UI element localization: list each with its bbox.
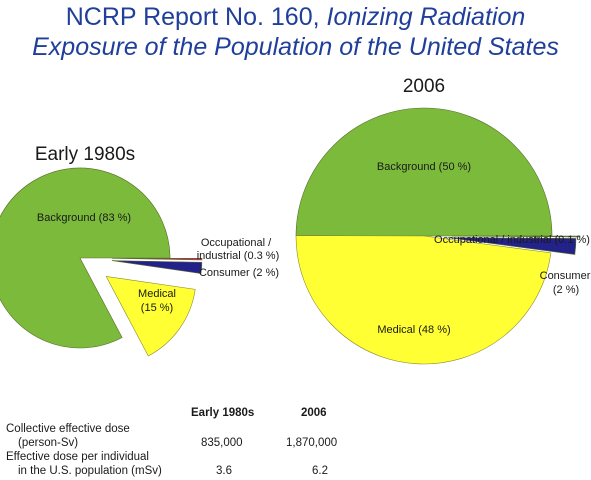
table-row2-value-2006: 6.2 — [312, 465, 328, 477]
pie1-slice-consumer — [111, 260, 203, 274]
table-row1-value-1980s: 835,000 — [201, 437, 243, 449]
pie2-slice-medical — [295, 235, 552, 365]
table-row1-value-2006: 1,870,000 — [286, 437, 338, 449]
table-row2-label-line1: Effective dose per individual — [6, 451, 149, 463]
pie-2006 — [295, 107, 581, 365]
slide-title-line2: Exposure of the Population of the United… — [32, 33, 559, 61]
pie1-medical-label-line2: (15 %) — [141, 302, 173, 314]
pie2-title: 2006 — [403, 76, 445, 97]
slide-title-italic: Ionizing Radiation — [326, 3, 526, 31]
pie1-occupational-label-line2: industrial (0.3 %) — [197, 250, 280, 262]
table-row2-value-1980s: 3.6 — [216, 465, 232, 477]
pie2-slice-occupational — [451, 235, 581, 238]
pie1-slice-medical — [105, 276, 196, 357]
pie2-slice-background — [295, 107, 553, 237]
table-header-early-1980s: Early 1980s — [191, 407, 255, 419]
pie2-consumer-label-line2: (2 %) — [553, 284, 579, 296]
pie2-background-label: Background (50 %) — [377, 161, 471, 173]
table-row2-label-line2: in the U.S. population (mSv) — [18, 465, 162, 477]
pie1-consumer-label: Consumer (2 %) — [199, 267, 279, 279]
pie2-occupational-label: Occupational / industrial (0.1 %) — [434, 234, 590, 246]
pie1-background-label: Background (83 %) — [37, 212, 131, 224]
pie1-slice-occupational — [111, 258, 203, 261]
pie1-slice-background — [0, 167, 171, 349]
pie2-slice-consumer — [447, 237, 577, 255]
pie2-consumer-label-line1: Consumer — [540, 270, 591, 282]
pie-early-1980s — [0, 167, 203, 357]
table-header-2006: 2006 — [301, 407, 327, 419]
table-row1-label-line1: Collective effective dose — [6, 423, 130, 435]
slide-title-line1: NCRP Report No. 160, Ionizing Radiation — [65, 3, 526, 31]
table-row1-label-line2: (person-Sv) — [18, 437, 79, 449]
pie1-medical-label-line1: Medical — [138, 288, 176, 300]
pie1-title: Early 1980s — [35, 144, 135, 165]
pie2-medical-label: Medical (48 %) — [377, 324, 450, 336]
pie1-occupational-label-line1: Occupational / — [201, 237, 272, 249]
